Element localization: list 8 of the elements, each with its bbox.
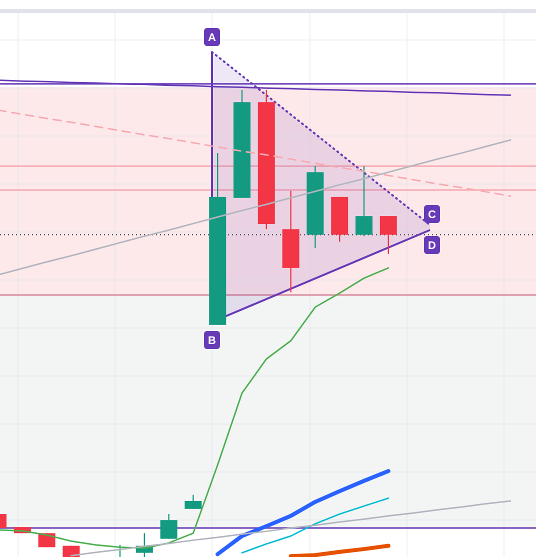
- annotation: D: [428, 240, 436, 252]
- candlestick: [380, 215, 397, 255]
- candlestick: [356, 166, 372, 237]
- candlestick: [184, 494, 202, 510]
- annotation: B: [208, 335, 216, 347]
- annotation: C: [428, 209, 436, 221]
- candlestick: [160, 513, 178, 540]
- text: A: [208, 32, 216, 44]
